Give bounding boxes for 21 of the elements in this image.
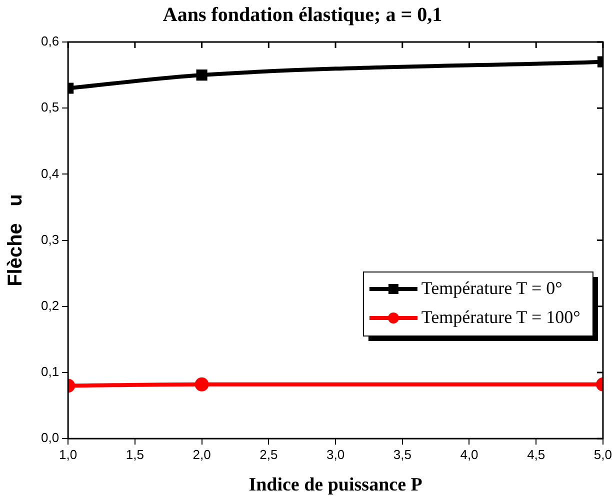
x-tick-label: 5,0 [594, 446, 612, 462]
legend-label: Température T = 100° [421, 306, 580, 327]
chart-title: Aans fondation élastique; a = 0,1 [162, 4, 442, 26]
x-tick-label: 3,5 [393, 446, 412, 462]
x-tick-label: 2,5 [260, 446, 278, 462]
y-tick-label: 0,0 [40, 430, 60, 446]
x-tick-label: 2,0 [192, 446, 211, 462]
y-tick-label: 0,5 [40, 100, 60, 115]
y-tick-label: 0,1 [40, 364, 60, 380]
x-tick-label: 1,5 [126, 446, 144, 462]
x-tick-label: 3,0 [326, 446, 345, 462]
y-axis-title: Flèche u [4, 194, 27, 286]
legend-label: Température T = 0° [421, 278, 562, 298]
y-tick-label: 0,6 [40, 34, 60, 49]
x-tick-label: 4,5 [527, 446, 546, 462]
x-tick-label: 1,0 [59, 446, 78, 462]
x-axis-title: Indice de puissance P [248, 474, 423, 496]
y-tick-label: 0,4 [40, 166, 60, 181]
x-tick-label: 4,0 [460, 446, 478, 462]
y-tick-label: 0,3 [40, 232, 60, 247]
y-tick-label: 0,2 [40, 298, 60, 313]
